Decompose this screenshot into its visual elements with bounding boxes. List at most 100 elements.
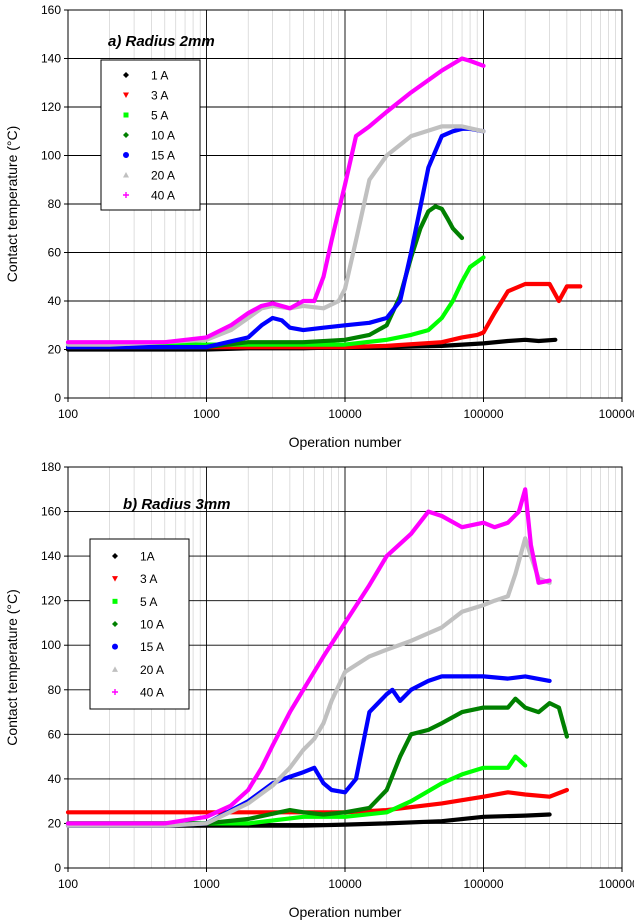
x-tick-label: 10000: [328, 877, 362, 891]
data-point: [460, 525, 464, 529]
data-point: [450, 226, 455, 231]
data-point: [343, 621, 347, 625]
legend: 1 A 3 A 5 A 10 A 15 A 20 A 40 A: [100, 59, 201, 211]
data-point: [440, 819, 444, 824]
y-tick-label: 100: [41, 149, 61, 163]
data-point: [398, 754, 402, 759]
data-point: [321, 274, 326, 279]
x-tick-label: 100000: [463, 877, 503, 891]
data-point: [460, 335, 464, 340]
data-point: [246, 801, 250, 806]
data-point: [229, 328, 233, 332]
data-point: [336, 299, 341, 303]
data-point: [343, 287, 347, 291]
data-point: [343, 182, 347, 187]
data-point: [481, 674, 486, 679]
data-point: [384, 323, 389, 328]
data-point: [426, 165, 431, 170]
data-point: [440, 207, 444, 211]
data-point: [398, 299, 402, 303]
data-point: [204, 345, 209, 349]
legend-label: 5 A: [151, 109, 168, 123]
data-point: [481, 520, 486, 525]
data-point: [523, 813, 527, 818]
series-group: [65, 487, 569, 828]
data-point: [433, 204, 438, 209]
legend-marker-triangle-up: [112, 666, 118, 672]
data-point: [460, 236, 464, 240]
legend-marker-circle: [112, 643, 118, 650]
data-point: [329, 238, 334, 243]
y-tick-label: 40: [48, 772, 62, 786]
chart-b: 0 20 40 60 80 100 120 140 160 180 100 1000 10000 1000…: [4, 460, 634, 920]
y-tick-label: 80: [48, 197, 62, 211]
data-point: [163, 345, 167, 349]
data-point: [288, 765, 292, 770]
series-group: [65, 56, 583, 352]
data-point: [367, 806, 372, 810]
data-point: [409, 732, 413, 737]
data-point: [409, 250, 413, 255]
data-point: [288, 774, 292, 779]
legend: 1A 3 A 5 A 10 A 15 A 20 A 40 A: [89, 538, 190, 710]
chart-title: a) Radius 2mm: [108, 33, 215, 50]
data-point: [367, 654, 372, 659]
data-point: [301, 299, 306, 303]
data-point: [384, 647, 389, 652]
data-point: [440, 674, 444, 679]
data-point: [506, 765, 510, 770]
series-40a: [65, 56, 486, 345]
data-point: [384, 344, 389, 348]
data-point: [312, 299, 317, 303]
data-point: [513, 696, 518, 701]
data-point: [107, 821, 112, 826]
data-point: [163, 340, 167, 345]
x-tick-label: 1000000: [599, 877, 634, 891]
legend-marker-triangle-down: [123, 92, 129, 98]
data-point: [513, 572, 518, 576]
legend-box: [89, 538, 190, 710]
data-point: [107, 810, 112, 815]
x-tick-label: 1000000: [599, 407, 634, 421]
data-point: [517, 509, 521, 514]
data-point: [468, 59, 472, 63]
data-point: [204, 821, 209, 826]
legend-label: 1A: [140, 550, 155, 564]
data-point: [523, 674, 527, 679]
data-point: [547, 282, 552, 286]
data-point: [229, 803, 233, 808]
data-point: [506, 705, 510, 710]
data-point: [440, 340, 444, 345]
data-point: [343, 810, 347, 815]
data-point: [481, 341, 486, 346]
data-point: [536, 339, 541, 343]
data-point: [481, 129, 486, 134]
x-tick-label: 100: [58, 407, 78, 421]
data-point: [390, 687, 395, 692]
data-point: [66, 810, 70, 815]
data-point: [312, 736, 317, 741]
data-point: [280, 318, 284, 323]
data-point: [460, 124, 464, 129]
data-point: [246, 821, 250, 826]
data-point: [506, 520, 510, 525]
legend-label: 3 A: [151, 89, 168, 103]
data-point: [321, 654, 326, 659]
data-point: [343, 323, 347, 328]
data-point: [460, 610, 464, 614]
data-point: [523, 282, 527, 286]
data-point: [384, 692, 389, 697]
data-point: [547, 794, 552, 799]
legend-box: [100, 59, 201, 211]
data-point: [450, 129, 455, 134]
data-point: [367, 124, 372, 129]
data-point: [553, 338, 558, 342]
x-axis-label: Operation number: [289, 434, 402, 450]
legend-marker-diamond: [123, 72, 129, 78]
data-point: [398, 699, 402, 703]
data-point: [301, 687, 306, 692]
y-tick-label: 0: [54, 861, 61, 875]
legend-marker-diamond: [123, 132, 129, 138]
data-point: [506, 676, 510, 681]
data-point: [367, 333, 372, 337]
